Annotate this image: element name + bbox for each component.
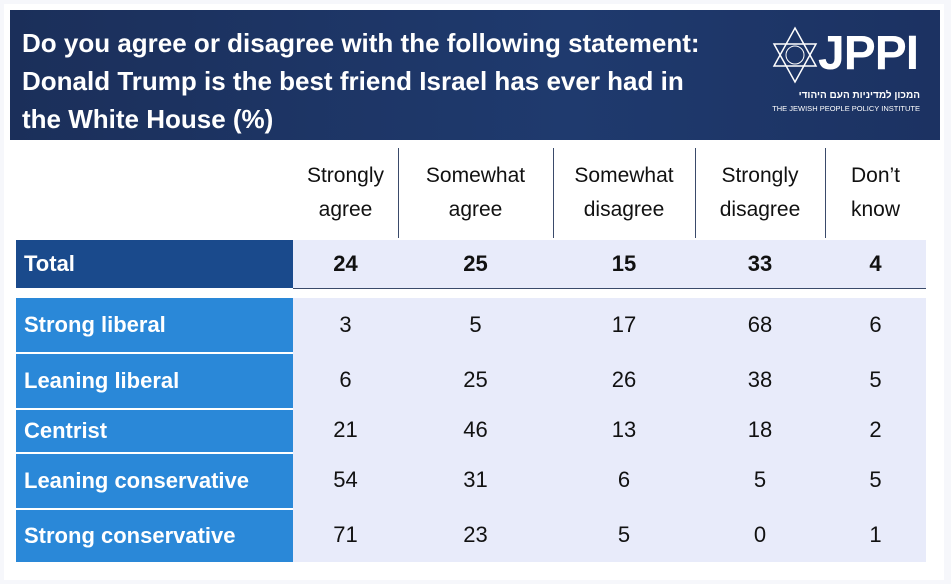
logo-hebrew: המכון למדיניות העם היהודי xyxy=(798,90,920,101)
column-header: Strongly agree xyxy=(306,164,385,221)
column-divider xyxy=(553,148,554,238)
table-cell: 2 xyxy=(825,408,926,452)
table-cell: 6 xyxy=(293,352,398,408)
table-cell: 38 xyxy=(695,352,825,408)
table-cell: 6 xyxy=(553,452,695,508)
table-cell: 6 xyxy=(825,298,926,352)
logo-english: THE JEWISH PEOPLE POLICY INSTITUTE xyxy=(772,104,920,113)
table-cell: 4 xyxy=(825,240,926,288)
table-cell: 68 xyxy=(695,298,825,352)
table-cell: 54 xyxy=(293,452,398,508)
row-label: Strong conservative xyxy=(16,510,293,562)
table-cell: 24 xyxy=(293,240,398,288)
star-of-david-icon xyxy=(772,26,818,84)
row-label: Leaning liberal xyxy=(16,354,293,408)
jppi-logo: JPPI המכון למדיניות העם היהודי THE JEWIS… xyxy=(772,20,922,120)
table-cell: 25 xyxy=(398,240,553,288)
table-cell: 5 xyxy=(553,508,695,562)
table-cell: 25 xyxy=(398,352,553,408)
table-cell: 5 xyxy=(695,452,825,508)
row-label: Total xyxy=(16,240,293,288)
table-cell: 17 xyxy=(553,298,695,352)
column-header: Don’t know xyxy=(850,164,901,221)
table-cell: 23 xyxy=(398,508,553,562)
table-cell: 5 xyxy=(825,352,926,408)
column-divider xyxy=(398,148,399,238)
table-cell: 5 xyxy=(398,298,553,352)
table-cell: 46 xyxy=(398,408,553,452)
table-cell: 31 xyxy=(398,452,553,508)
row-label: Leaning conservative xyxy=(16,454,293,508)
column-header: Somewhat disagree xyxy=(574,164,674,221)
row-label: Centrist xyxy=(16,410,293,452)
table-cell: 13 xyxy=(553,408,695,452)
row-divider xyxy=(293,288,926,289)
table-cell: 33 xyxy=(695,240,825,288)
table-cell: 26 xyxy=(553,352,695,408)
row-label: Strong liberal xyxy=(16,298,293,352)
table-cell: 1 xyxy=(825,508,926,562)
table-cell: 21 xyxy=(293,408,398,452)
page-title: Do you agree or disagree with the follow… xyxy=(22,28,700,134)
column-divider xyxy=(825,148,826,238)
column-header: Somewhat agree xyxy=(425,164,526,221)
header: Do you agree or disagree with the follow… xyxy=(10,10,940,140)
table-cell: 18 xyxy=(695,408,825,452)
table-cell: 0 xyxy=(695,508,825,562)
table-cell: 5 xyxy=(825,452,926,508)
column-header: Strongly disagree xyxy=(719,164,801,221)
logo-text: JPPI xyxy=(818,27,919,80)
table-cell: 3 xyxy=(293,298,398,352)
table-cell: 71 xyxy=(293,508,398,562)
column-divider xyxy=(695,148,696,238)
table-cell: 15 xyxy=(553,240,695,288)
